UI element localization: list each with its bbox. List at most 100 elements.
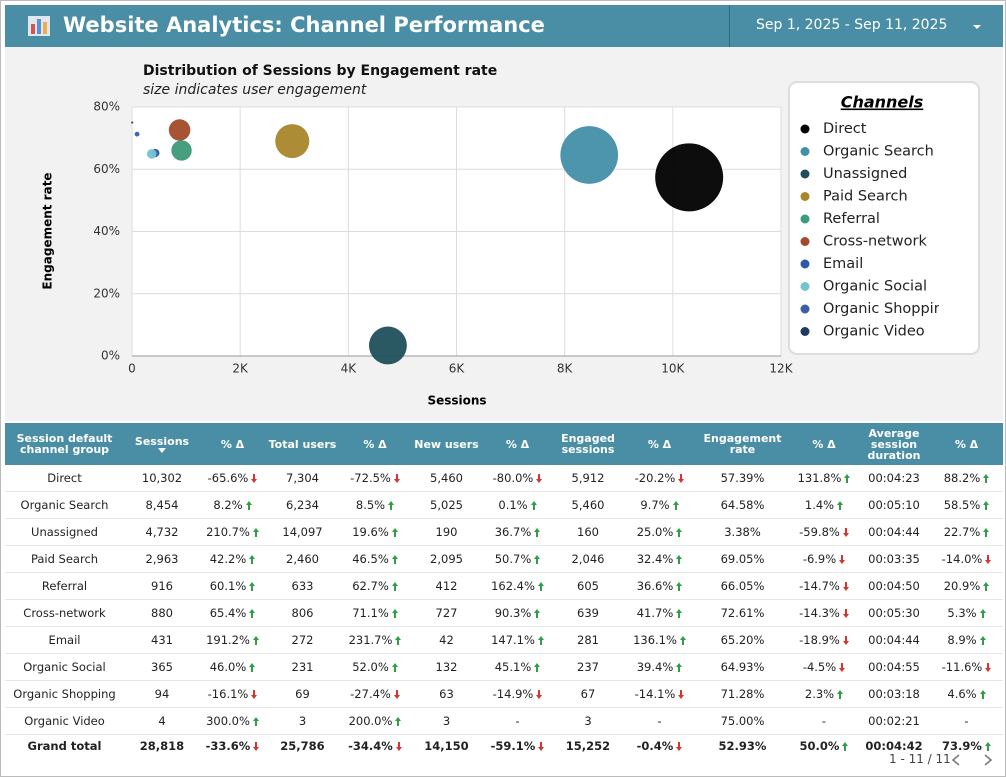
table-cell: 4,732 (124, 518, 200, 546)
table-cell: 605 (552, 572, 624, 600)
table-cell: 00:02:21 (858, 707, 930, 735)
table-cell: 00:04:44 (858, 626, 930, 654)
cell-text: 50.7% (494, 552, 532, 566)
bubble (275, 124, 310, 159)
up-arrow (984, 742, 991, 751)
table-cell: -16.1% (200, 680, 265, 708)
down-arrow (251, 474, 258, 483)
cell-text: 5,460 (571, 498, 605, 512)
table-cell: 5,460 (552, 491, 624, 519)
bubble (171, 140, 192, 161)
legend-label: Unassigned (823, 166, 907, 182)
row-label: Paid Search (5, 545, 124, 573)
table-cell: 412 (410, 572, 483, 600)
table-cell: 160 (552, 518, 624, 546)
cell-text: - (515, 714, 520, 728)
dropdown-arrow[interactable] (972, 24, 982, 30)
x-tick-label: 12K (769, 362, 793, 376)
table-cell: 25,786 (265, 734, 340, 757)
column-header[interactable]: Sessions (124, 423, 200, 465)
legend: Direct Organic Search Unassigned Paid Searc… (800, 121, 952, 340)
table-cell: -14.3% (790, 599, 858, 627)
cell-text: 5.3% (947, 606, 977, 620)
table-cell: 28,818 (124, 734, 200, 757)
x-tick-label: 6K (449, 362, 466, 376)
cell-text: Paid Search (30, 552, 99, 566)
cell-text: 806 (291, 606, 314, 620)
table-cell: 67 (552, 680, 624, 708)
up-arrow (837, 690, 844, 699)
table-cell: - (483, 707, 552, 735)
legend-label: Organic Video (823, 324, 925, 340)
bubble (134, 131, 140, 137)
table-cell: 8.9% (930, 626, 1003, 654)
header-text: Engaged sessions (561, 432, 615, 456)
table-cell: 5,460 (410, 465, 483, 492)
table-cell: 73.9% (930, 734, 1003, 757)
up-arrow (252, 717, 259, 726)
cell-text: -14.0% (941, 552, 983, 566)
cell-text: 8.2% (213, 498, 243, 512)
date-range[interactable]: Sep 1, 2025 - Sep 11, 2025 (756, 17, 948, 33)
cell-text: 4.6% (947, 687, 977, 701)
cell-text: 14,097 (282, 525, 323, 539)
cell-text: 63 (439, 687, 454, 701)
table-cell: 60.1% (200, 572, 265, 600)
cell-text: 365 (151, 660, 173, 674)
cell-text: -65.6% (207, 471, 249, 485)
column-header: % Δ (483, 423, 552, 465)
table-cell: 3 (552, 707, 624, 735)
table-cell: -0.4% (624, 734, 695, 757)
sort-arrow[interactable] (158, 447, 166, 453)
row-label: Cross-network (5, 599, 124, 627)
table-cell: 3.38% (695, 518, 790, 546)
row-label: Direct (5, 465, 124, 492)
table-cell: 431 (124, 626, 200, 654)
cell-text: 52.0% (352, 660, 389, 674)
cell-text: 36.7% (494, 525, 532, 539)
column-header: Session default channel group (5, 423, 124, 465)
cell-text: -11.6% (941, 660, 983, 674)
table-row: Organic Social 365 46.0% 231 52.0% 132 45.1% 23… (5, 653, 1003, 681)
up-arrow (983, 474, 990, 483)
legend-box (788, 81, 980, 355)
table-cell: 2,095 (410, 545, 483, 573)
table-cell: -59.1% (483, 734, 552, 757)
up-arrow (844, 474, 851, 483)
table-row: Direct 10,302 -65.6% 7,304 -72.5% 5,460 -80.0%… (5, 465, 1003, 492)
table-cell: 00:04:23 (858, 465, 930, 492)
row-label: Grand total (5, 734, 124, 757)
cell-text: -14.3% (799, 606, 840, 620)
next-page[interactable] (983, 754, 993, 766)
up-arrow (249, 582, 256, 591)
cell-text: 52.93% (718, 739, 767, 753)
cell-text: 1.4% (804, 498, 835, 512)
table-cell: 50.7% (483, 545, 552, 573)
title: Website Analytics: Channel Performance (63, 13, 545, 37)
table-cell: 3 (410, 707, 483, 735)
up-arrow (395, 717, 402, 726)
cell-text: 00:05:30 (868, 606, 920, 620)
down-arrow (842, 636, 849, 645)
cell-text: -34.4% (348, 739, 393, 753)
cell-text: -18.9% (799, 633, 840, 647)
legend-label: Organic Shopping (823, 301, 952, 317)
cell-text: 28,818 (139, 739, 185, 753)
cell-text: 14,150 (424, 739, 469, 753)
table-cell: - (790, 707, 858, 735)
up-arrow (391, 582, 398, 591)
table-row: Organic Search 8,454 8.2% 6,234 8.5% 5,025 0.1… (5, 491, 1003, 519)
cell-text: -16.1% (207, 687, 249, 701)
prev-page[interactable] (951, 754, 961, 766)
cell-text: 60.1% (209, 579, 247, 593)
cell-text: 3 (298, 714, 307, 728)
table-cell: 231.7% (340, 626, 410, 654)
x-tick-label: 2K (232, 362, 249, 376)
date-picker[interactable]: Sep 1, 2025 - Sep 11, 2025 (729, 5, 1004, 47)
up-arrow (534, 555, 541, 564)
cell-text: - (657, 714, 662, 728)
column-header: % Δ (930, 423, 1003, 465)
legend-marker (800, 214, 810, 224)
y-tick-label: 20% (93, 286, 120, 300)
cell-text: 200.0% (348, 714, 393, 728)
